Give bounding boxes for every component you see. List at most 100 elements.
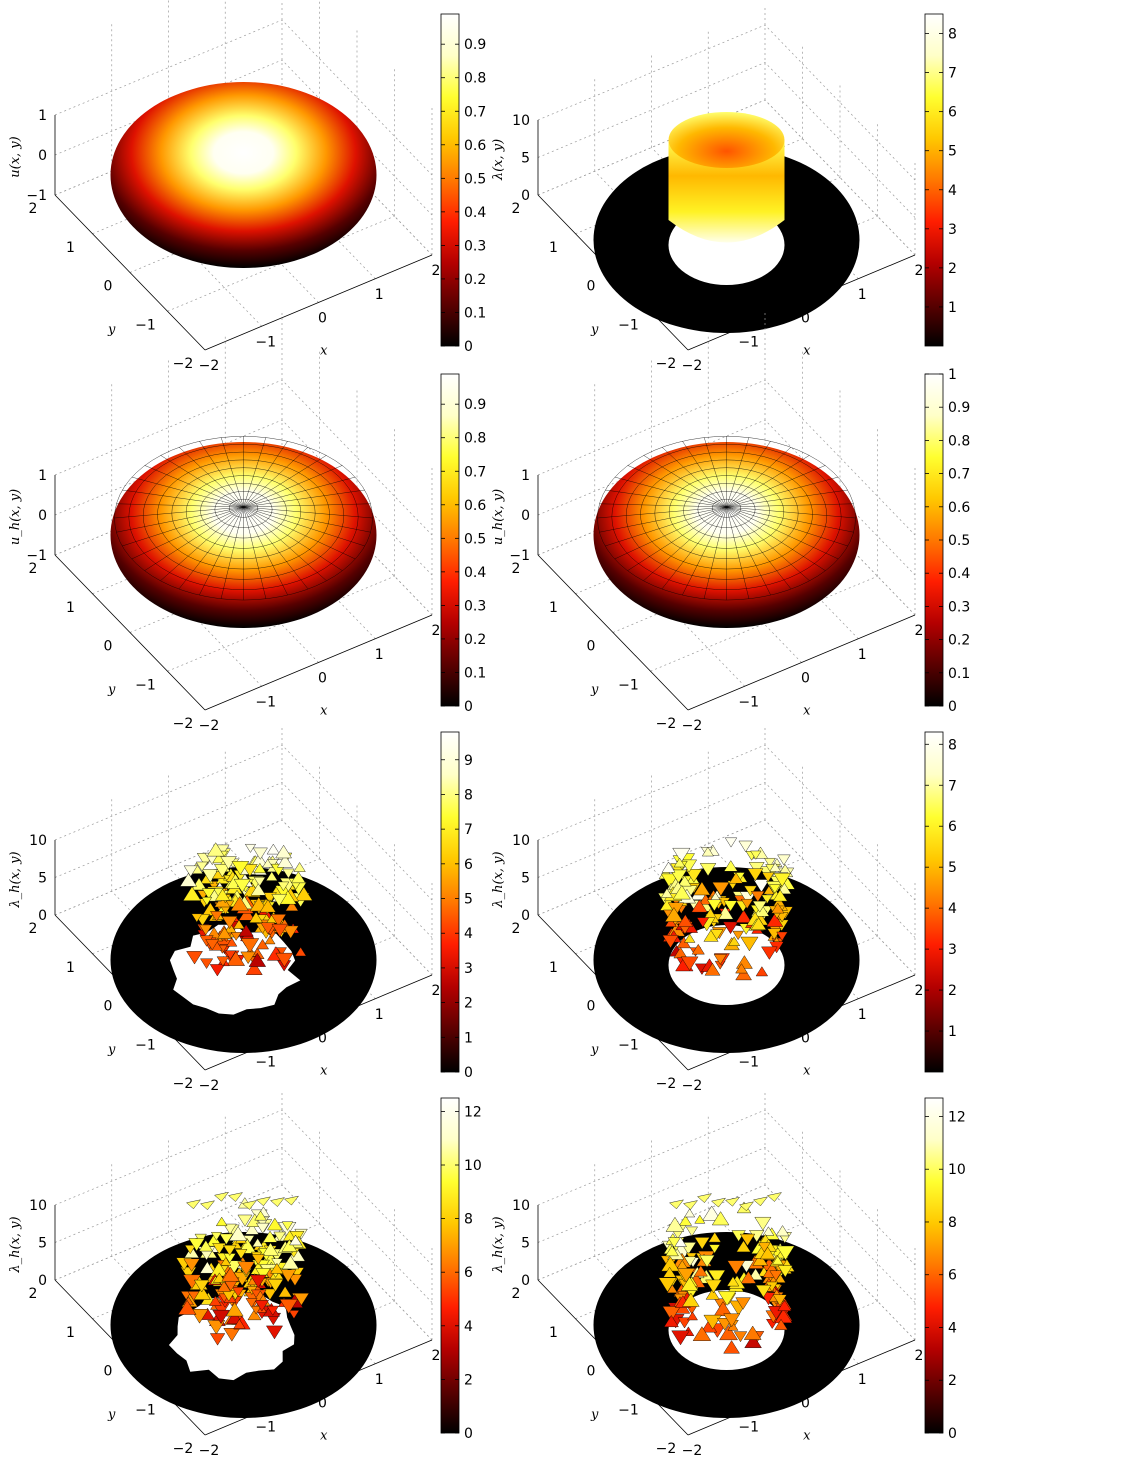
colorbar-gradient [441,1098,459,1433]
y-tick-label: 2 [29,1286,38,1302]
z-tick-label: 0 [521,508,530,524]
y-tick-label: −1 [135,677,156,693]
x-tick-label: 2 [915,623,924,639]
x-tick-label: 1 [858,287,867,303]
colorbar-tick-label: 2 [948,983,957,999]
y-tick-label: 1 [549,1325,558,1341]
y-tick-label: −2 [656,1076,677,1092]
y-tick-label: −1 [618,1402,639,1418]
x-tick-label: 1 [375,1007,384,1023]
cup-interior [669,112,785,168]
colorbar-tick-label: 8 [464,787,473,803]
z-tick-label: −1 [509,548,530,564]
colorbar-tick-label: 0 [464,1426,473,1442]
surface-plot [111,1192,377,1418]
x-tick-label: 2 [915,263,924,279]
x-tick-label: 2 [432,983,441,999]
y-axis-label: y [107,683,116,698]
y-tick-label: −1 [618,317,639,333]
z-axis-label: λ_h(x, y) [491,1216,506,1273]
colorbar-tick-label: 3 [948,942,957,958]
x-tick-label: 1 [375,1372,384,1388]
colorbar-tick-label: 0.4 [948,566,970,582]
y-tick-label: −1 [618,677,639,693]
y-axis-label: y [590,1043,599,1058]
surface-plot [111,82,377,268]
colorbar-gradient [925,1098,943,1433]
y-tick-label: 0 [104,999,113,1015]
colorbar-tick-label: 0.6 [464,138,486,154]
z-tick-label: 5 [521,871,530,887]
colorbar-tick-label: 0.3 [948,599,970,615]
colorbar-tick-label: 5 [464,892,473,908]
x-tick-label: 2 [915,983,924,999]
colorbar-tick-label: 1 [948,300,957,316]
colorbar-tick-label: 7 [948,778,957,794]
x-tick-label: −2 [199,718,220,734]
colorbar-tick-label: 2 [464,1372,473,1388]
disc-surface [111,1192,377,1418]
y-axis-label: y [590,323,599,338]
x-tick-label: −2 [199,358,220,374]
surface-plot [594,436,860,628]
y-tick-label: −1 [135,317,156,333]
y-axis-label: y [107,323,116,338]
colorbar-tick-label: 1 [464,1030,473,1046]
colorbar-tick-label: 0.4 [464,205,486,221]
x-tick-label: −2 [682,1443,703,1458]
chart-panel-row3-right: −2−1012−2−10120510xyλ_h(x, y)12345678 [491,725,957,1094]
x-axis-label: x [320,1428,328,1443]
colorbar-tick-label: 4 [948,183,957,199]
z-tick-label: 0 [38,508,47,524]
z-tick-label: 1 [38,108,47,124]
colorbar-gradient [441,732,459,1072]
colorbar-tick-label: 8 [948,1215,957,1231]
colorbar-tick-label: 0.2 [948,633,970,649]
x-axis-label: x [803,703,811,718]
x-tick-label: −2 [199,1078,220,1094]
colorbar-gradient [925,732,943,1072]
z-axis-label: λ_h(x, y) [8,1216,23,1273]
y-tick-label: 1 [66,1325,75,1341]
x-axis-label: x [320,703,328,718]
colorbar-tick-label: 8 [948,737,957,753]
x-tick-label: −1 [738,334,759,350]
y-tick-label: 2 [29,921,38,937]
colorbar: 12345678 [925,14,957,346]
colorbar-tick-label: 0.3 [464,238,486,254]
colorbar: 12345678 [925,732,957,1072]
colorbar: 0 2 4 6 8 10 12 [441,1098,482,1442]
disc-surface [111,843,377,1053]
x-tick-label: −2 [682,358,703,374]
z-tick-label: −1 [26,188,47,204]
z-axis-label: λ_h(x, y) [8,851,23,908]
colorbar-tick-label: 0.4 [464,565,486,581]
y-tick-label: −2 [173,356,194,372]
surface-plot [111,436,377,628]
x-tick-label: −1 [255,1419,276,1435]
x-tick-label: 1 [858,647,867,663]
z-tick-label: 0 [521,188,530,204]
colorbar-tick-label: 3 [464,961,473,977]
y-tick-label: 1 [66,960,75,976]
x-tick-label: 1 [858,1007,867,1023]
colorbar-tick-label: 0.6 [948,500,970,516]
colorbar-tick-label: 0.2 [464,632,486,648]
z-tick-label: 0 [38,908,47,924]
x-tick-label: 0 [801,671,810,687]
colorbar-tick-label: 2 [948,261,957,277]
colorbar-tick-label: 9 [464,753,473,769]
z-tick-label: 0 [38,148,47,164]
y-axis-label: y [590,1408,599,1423]
colorbar-tick-label: 6 [464,857,473,873]
y-axis-label: y [107,1043,116,1058]
colorbar-tick-label: 8 [464,1212,473,1228]
y-tick-label: 1 [549,240,558,256]
colorbar: 00.10.20.30.40.50.60.70.80.9 [441,14,486,355]
z-axis-label: u_h(x, y) [8,489,23,545]
colorbar: 0 2 4 6 8 10 12 [925,1098,966,1442]
dome-surface [111,82,377,268]
y-tick-label: 0 [587,279,596,295]
